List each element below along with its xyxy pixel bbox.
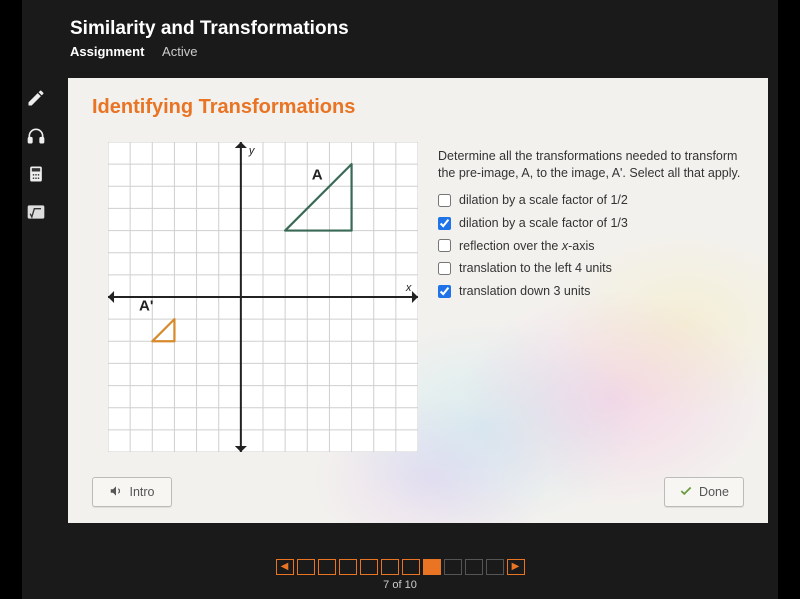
course-title: Similarity and Transformations [70,18,349,40]
pager-next[interactable]: ▶ [507,559,525,575]
pager-square[interactable] [360,559,378,575]
option-checkbox[interactable] [438,194,451,207]
pager-squares: ◀▶ [22,559,778,575]
option-label: translation down 3 units [459,283,590,300]
pencil-icon[interactable] [22,84,50,112]
sqrt-icon[interactable] [22,198,50,226]
pager-square[interactable] [444,559,462,575]
section-title: Identifying Transformations [68,78,768,119]
svg-text:A: A [312,167,323,184]
header: Similarity and Transformations Assignmen… [70,18,349,59]
pager-square[interactable] [381,559,399,575]
coordinate-grid: yxAA' [108,142,418,452]
pager-square[interactable] [465,559,483,575]
svg-text:A': A' [139,297,153,314]
pager: ◀▶ 7 of 10 [22,559,778,591]
option-checkbox[interactable] [438,217,451,230]
option-row[interactable]: dilation by a scale factor of 1/3 [438,215,758,232]
intro-label: Intro [129,485,154,499]
done-button[interactable]: Done [664,477,744,507]
headphones-icon[interactable] [22,122,50,150]
question-area: Determine all the transformations needed… [438,148,758,306]
option-checkbox[interactable] [438,239,451,252]
subtitle-status: Active [162,44,197,59]
pager-label: 7 of 10 [22,579,778,591]
subtitle-assignment: Assignment [70,44,144,59]
option-checkbox[interactable] [438,285,451,298]
content-panel: Identifying Transformations yxAA' Determ… [68,78,768,523]
option-row[interactable]: translation to the left 4 units [438,260,758,277]
pager-square[interactable] [402,559,420,575]
pager-prev[interactable]: ◀ [276,559,294,575]
option-row[interactable]: translation down 3 units [438,283,758,300]
check-icon [679,484,693,501]
pager-square[interactable] [339,559,357,575]
speaker-icon [109,484,123,501]
option-row[interactable]: dilation by a scale factor of 1/2 [438,192,758,209]
option-label: reflection over the x-axis [459,238,595,255]
option-label: dilation by a scale factor of 1/2 [459,192,628,209]
done-label: Done [699,485,729,499]
pager-square[interactable] [318,559,336,575]
left-toolbar [22,78,54,236]
pager-square[interactable] [423,559,441,575]
option-row[interactable]: reflection over the x-axis [438,238,758,255]
option-checkbox[interactable] [438,262,451,275]
question-prompt: Determine all the transformations needed… [438,148,758,182]
options-list: dilation by a scale factor of 1/2 dilatio… [438,192,758,300]
svg-text:x: x [405,282,412,294]
option-label: dilation by a scale factor of 1/3 [459,215,628,232]
pager-square[interactable] [297,559,315,575]
calculator-icon[interactable] [22,160,50,188]
option-label: translation to the left 4 units [459,260,612,277]
pager-square[interactable] [486,559,504,575]
subtitle: Assignment Active [70,44,349,59]
app-shell: Similarity and Transformations Assignmen… [22,0,778,599]
intro-button[interactable]: Intro [92,477,172,507]
